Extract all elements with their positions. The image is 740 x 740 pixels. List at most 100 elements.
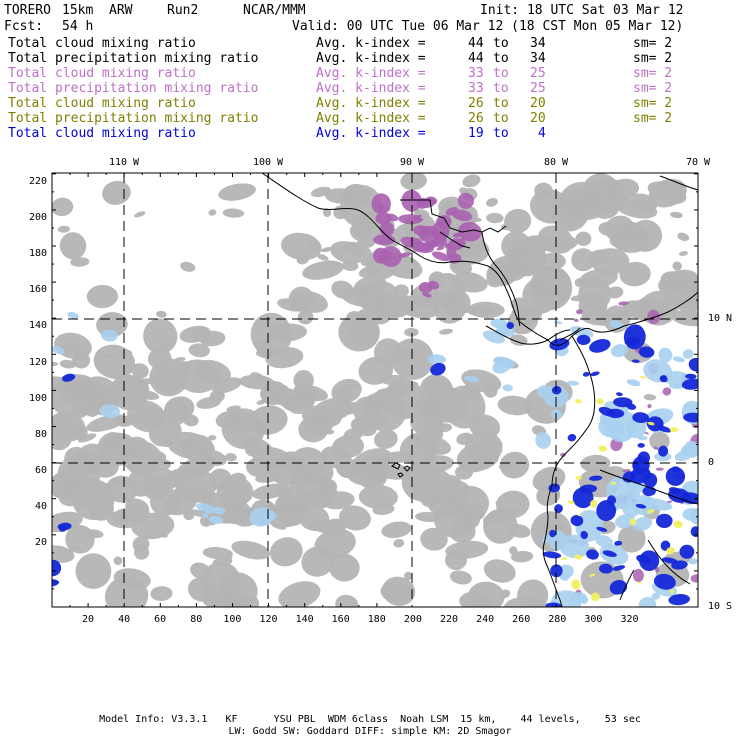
cloud-patch [322, 208, 332, 217]
cloud-patch [486, 197, 498, 207]
purple-patch [647, 309, 661, 324]
dark-blue-patch [633, 461, 640, 469]
cloud-patch [338, 505, 371, 531]
cloud-patch [109, 374, 149, 411]
dark-blue-patch [668, 488, 690, 503]
purple-patch [432, 251, 451, 262]
graticule [52, 173, 698, 607]
cloud-patch [77, 500, 88, 509]
cloud-patch [131, 363, 149, 379]
cloud-patch [342, 183, 372, 207]
cloud-patch [134, 406, 165, 429]
light-blue-patch [626, 490, 641, 500]
cloud-patch [467, 305, 494, 317]
yellow-patch [669, 427, 679, 433]
dark-blue-patch [637, 443, 645, 448]
light-blue-patch [654, 452, 672, 462]
yellow-patch [640, 375, 647, 379]
dark-blue-patch [59, 524, 67, 532]
cloud-patch [156, 310, 167, 318]
purple-patch [371, 193, 391, 215]
cloud-patch [335, 594, 359, 607]
cloud-patch [517, 579, 549, 607]
cloud-patch [86, 284, 118, 309]
cloud-patch [260, 380, 288, 406]
x-tick-label: 200 [403, 614, 422, 625]
longitude-label: 70 W [685, 157, 711, 168]
cloud-patch [312, 397, 354, 423]
cloud-patch [150, 586, 173, 602]
cloud-patch [349, 222, 372, 242]
light-blue-patch [100, 329, 118, 342]
light-blue-patch [595, 535, 613, 548]
cloud-patch [360, 299, 404, 318]
x-tick-label: 180 [367, 614, 386, 625]
model-core: ARW [109, 3, 133, 18]
cloud-patch [498, 461, 516, 471]
dark-blue-patch [656, 425, 672, 433]
legend-to: to [493, 51, 509, 66]
cloud-patch [370, 289, 391, 301]
dark-blue-patch [572, 487, 594, 509]
cloud-patch [149, 358, 189, 397]
cloud-patch [83, 485, 108, 510]
light-blue-patch [535, 432, 552, 449]
purple-patch [452, 209, 473, 221]
cloud-patch [580, 454, 611, 473]
purple-patch [400, 236, 419, 248]
yellow-patch [589, 573, 596, 577]
light-blue-patch [625, 418, 647, 439]
cloud-patch [70, 257, 90, 267]
legend-to: to [493, 126, 509, 141]
cloud-patch [331, 378, 362, 404]
cloud-patch [163, 491, 197, 516]
cloud-patch [331, 280, 354, 299]
init-time: Init: 18 UTC Sat 03 Mar 12 [480, 3, 684, 18]
model-info-line: Model Info: V3.3.1 KF YSU PBL WDM 6class… [99, 714, 641, 725]
dark-blue-patch [690, 526, 698, 537]
cloud-patch [589, 177, 628, 213]
cloud-patch [404, 327, 419, 337]
legend-stat-label: Avg. k-index = [316, 126, 426, 141]
cloud-patch [420, 490, 445, 508]
dark-blue-patch [506, 321, 514, 330]
purple-patch [655, 467, 664, 471]
yellow-patch [598, 445, 608, 452]
cloud-patch [190, 562, 211, 580]
cloud-patch [250, 312, 293, 357]
light-blue-patch [658, 347, 673, 363]
cloud-patch [404, 571, 413, 581]
legend-field-name: Total precipitation mixing ratio [8, 51, 259, 66]
fcst-value: 54 h [62, 19, 94, 34]
cloud-patch [326, 429, 335, 435]
cloud-patch [559, 237, 578, 250]
yellow-patch [571, 579, 581, 590]
y-tick-label: 20 [34, 537, 47, 548]
purple-patch [573, 318, 579, 322]
dark-blue-patch [653, 573, 676, 590]
cloud-patch [52, 545, 75, 563]
cloud-patch [54, 415, 76, 434]
y-tick-label: 80 [34, 428, 47, 440]
cloud-patch [509, 334, 528, 346]
cloud-patch [392, 284, 409, 299]
light-blue-patch [672, 356, 685, 363]
axis-ticks [51, 173, 698, 608]
cloud-patch [381, 521, 412, 539]
cloud-patch [507, 523, 531, 538]
legend-k-end: 25 [530, 66, 546, 81]
yellow-patch [560, 557, 568, 560]
cloud-patch [221, 500, 252, 525]
cloud-patch [494, 440, 503, 449]
purple-patch [690, 574, 698, 583]
dark-blue-patch [629, 467, 651, 484]
light-blue-patch [249, 507, 274, 527]
purple-patch [456, 238, 466, 248]
purple-patch [418, 281, 433, 294]
yellow-patch [666, 547, 675, 555]
longitude-label: 80 W [543, 157, 569, 168]
cloud-patch [52, 197, 74, 217]
legend-smoothing: sm= 2 [633, 111, 673, 126]
light-blue-patch [638, 596, 657, 607]
cloud-patch [619, 261, 651, 287]
